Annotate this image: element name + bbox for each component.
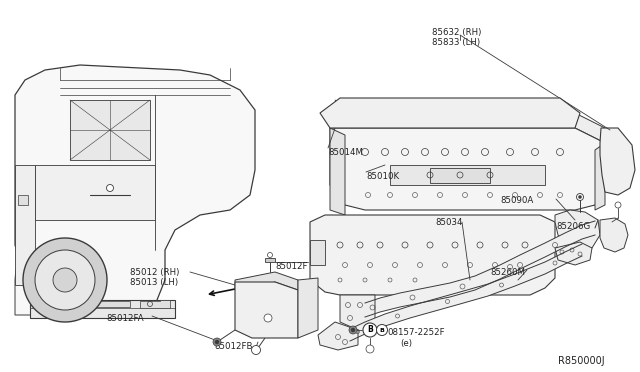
Circle shape [376,324,387,336]
Polygon shape [330,128,345,215]
Text: 85206G: 85206G [556,222,590,231]
Polygon shape [140,300,170,308]
Polygon shape [318,322,358,350]
Text: 85012FB: 85012FB [214,342,253,351]
Polygon shape [555,242,592,265]
Circle shape [349,326,357,334]
Text: 08157-2252F: 08157-2252F [387,328,445,337]
Circle shape [351,328,355,332]
Text: 85013 (LH): 85013 (LH) [130,278,178,287]
Text: 85090A: 85090A [500,196,533,205]
Polygon shape [80,301,130,307]
Text: (e): (e) [400,339,412,348]
Polygon shape [600,218,628,252]
Circle shape [366,345,374,353]
Polygon shape [600,128,635,195]
Circle shape [579,196,582,199]
Polygon shape [390,165,545,185]
Polygon shape [365,221,595,317]
Text: 85012FA: 85012FA [106,314,143,323]
Polygon shape [330,128,605,210]
Circle shape [252,346,260,355]
Text: 85012 (RH): 85012 (RH) [130,268,179,277]
Circle shape [53,268,77,292]
Text: R850000J: R850000J [558,356,605,366]
Text: 85010K: 85010K [366,172,399,181]
Polygon shape [235,282,298,338]
Text: B: B [367,326,373,334]
Circle shape [106,185,113,192]
Polygon shape [15,165,35,285]
Circle shape [363,323,377,337]
Polygon shape [595,143,605,210]
Text: 85632 (RH): 85632 (RH) [432,28,481,37]
Polygon shape [265,258,275,262]
Text: 85260M: 85260M [490,268,525,277]
Circle shape [35,250,95,310]
Text: 85833 (LH): 85833 (LH) [432,38,480,47]
Text: 85014M: 85014M [328,148,363,157]
Polygon shape [35,165,155,220]
Polygon shape [430,168,490,183]
Polygon shape [15,230,115,315]
Text: B: B [380,327,385,333]
Circle shape [23,238,107,322]
Polygon shape [555,210,600,250]
Circle shape [264,314,272,322]
Polygon shape [70,100,150,160]
Circle shape [215,340,219,344]
Text: 85012F: 85012F [275,262,307,271]
Polygon shape [235,272,298,290]
Polygon shape [330,113,605,143]
Polygon shape [15,65,255,315]
Polygon shape [18,195,28,205]
Polygon shape [30,300,175,318]
Circle shape [213,338,221,346]
Polygon shape [298,278,318,338]
Polygon shape [320,98,580,128]
Polygon shape [340,295,375,330]
Polygon shape [350,244,582,341]
Text: 85034: 85034 [435,218,463,227]
Polygon shape [310,215,555,295]
Polygon shape [310,240,325,265]
